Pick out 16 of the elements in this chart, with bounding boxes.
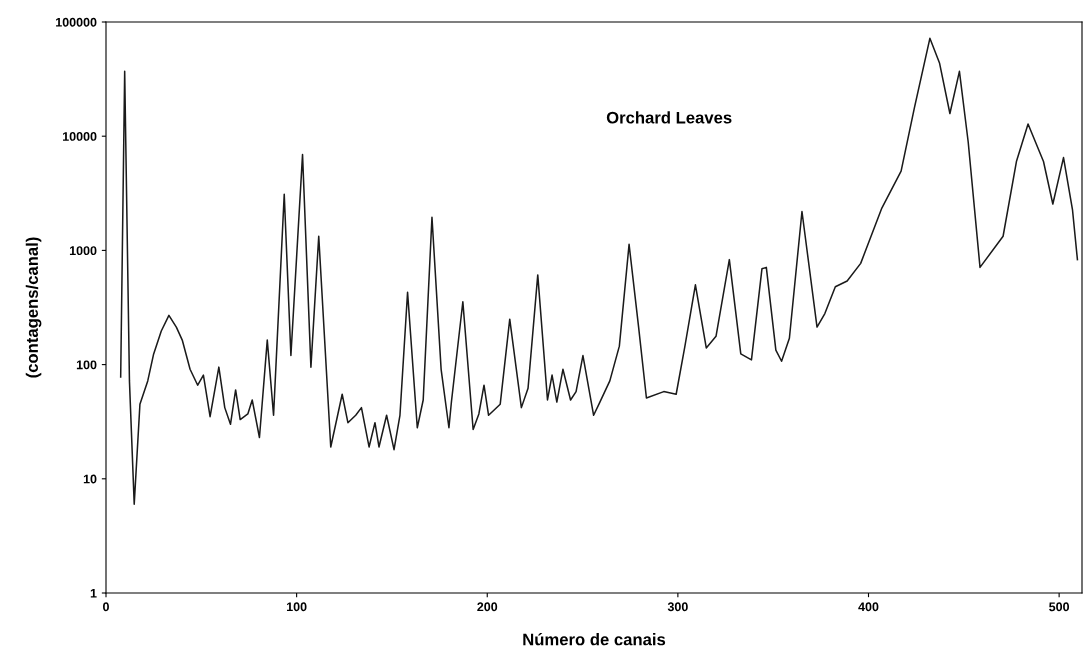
x-axis-title: Número de canais — [523, 632, 666, 646]
x-tick-label: 400 — [858, 602, 879, 612]
y-tick-label: 10 — [83, 474, 97, 484]
line-series — [119, 37, 1079, 505]
x-tick-label: 300 — [667, 602, 688, 612]
x-tick-label: 500 — [1049, 602, 1070, 612]
annotation: Orchard Leaves — [606, 111, 732, 124]
x-tick-label: 200 — [477, 602, 498, 612]
y-tick-label: 10000 — [63, 132, 97, 141]
y-tick-label: 100000 — [56, 17, 97, 27]
x-tick-label: 100 — [286, 602, 307, 612]
y-tick-label: 1 — [90, 588, 97, 598]
y-tick-label: 1000 — [69, 246, 97, 256]
x-tick-label: 0 — [103, 602, 109, 612]
y-axis-title: (contagens/canal) — [25, 237, 42, 378]
y-tick-label: 100 — [76, 360, 97, 370]
